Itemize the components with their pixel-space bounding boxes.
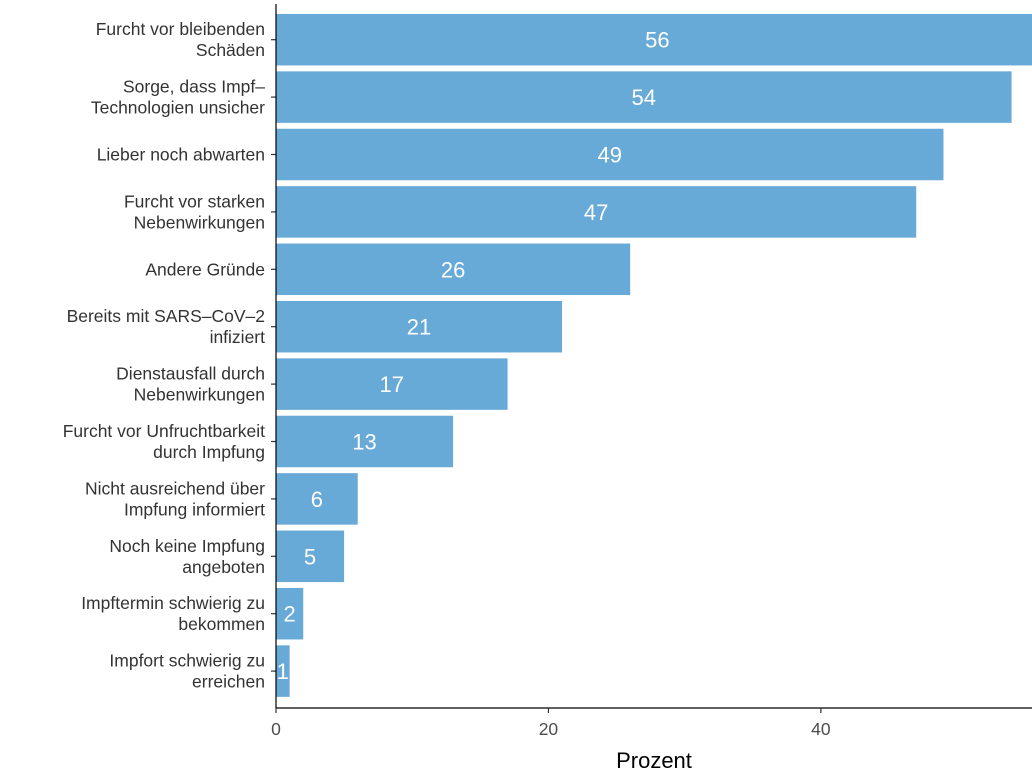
- bar-6: [276, 358, 508, 410]
- bar-7: [276, 415, 454, 468]
- category-label-2-line-0: Lieber noch abwarten: [97, 145, 265, 165]
- category-label-8-line-1: Impfung informiert: [124, 499, 265, 519]
- bar-11: [276, 645, 290, 697]
- category-label-1-line-0: Sorge, dass Impf–: [123, 77, 265, 97]
- bar-value-label-1: 54: [632, 85, 656, 110]
- x-axis: 0 20 40: [271, 707, 1032, 739]
- category-label-3-line-0: Furcht vor starken: [124, 191, 265, 211]
- x-tick-label-1: 20: [539, 719, 559, 739]
- bar-9: [276, 530, 345, 583]
- category-label-9-line-0: Noch keine Impfung: [109, 536, 265, 556]
- bar-0: [276, 13, 1032, 66]
- bar-value-label-11: 1: [277, 659, 289, 684]
- x-tick-label-2: 40: [811, 719, 831, 739]
- category-label-11-line-0: Impfort schwierig zu: [109, 651, 265, 671]
- bar-value-label-10: 2: [283, 602, 295, 627]
- bar-10: [276, 587, 304, 640]
- category-label-6-line-0: Dienstausfall durch: [116, 364, 265, 384]
- category-label-3-line-1: Nebenwirkungen: [134, 212, 265, 232]
- category-label-10-line-1: bekommen: [178, 614, 265, 634]
- bar-value-label-8: 6: [311, 487, 323, 512]
- bar-value-label-6: 17: [380, 372, 404, 397]
- category-label-7-line-1: durch Impfung: [153, 442, 265, 462]
- bar-4: [276, 243, 631, 296]
- category-label-10-line-0: Impftermin schwierig zu: [81, 593, 265, 613]
- bar-1: [276, 71, 1012, 123]
- bar-value-label-3: 47: [584, 200, 608, 225]
- bar-value-label-2: 49: [597, 143, 621, 168]
- category-label-1-line-1: Technologien unsicher: [91, 98, 265, 118]
- category-label-8-line-0: Nicht ausreichend über: [85, 478, 265, 498]
- category-label-0-line-1: Schäden: [196, 40, 265, 60]
- bar-value-label-4: 26: [441, 257, 465, 282]
- category-label-5-line-0: Bereits mit SARS–CoV–2: [67, 306, 265, 326]
- category-label-9-line-1: angeboten: [182, 557, 265, 577]
- bar-value-label-7: 13: [352, 430, 376, 455]
- bar-5: [276, 300, 563, 353]
- bar-value-label-0: 56: [645, 28, 669, 53]
- category-label-5-line-1: infiziert: [210, 327, 266, 347]
- category-label-11-line-1: erreichen: [192, 672, 265, 692]
- category-label-4-line-0: Andere Gründe: [145, 259, 265, 279]
- category-label-6-line-1: Nebenwirkungen: [134, 385, 265, 405]
- bars-layer: [276, 13, 1032, 697]
- bar-2: [276, 128, 944, 181]
- category-label-7-line-0: Furcht vor Unfruchtbarkeit: [63, 421, 265, 441]
- bar-8: [276, 473, 358, 525]
- category-label-0-line-0: Furcht vor bleibenden: [96, 19, 265, 39]
- bar-3: [276, 186, 917, 238]
- x-axis-title: Prozent: [616, 748, 692, 772]
- bar-value-label-5: 21: [407, 315, 431, 340]
- bar-value-label-9: 5: [304, 544, 316, 569]
- x-tick-label-0: 0: [271, 719, 281, 739]
